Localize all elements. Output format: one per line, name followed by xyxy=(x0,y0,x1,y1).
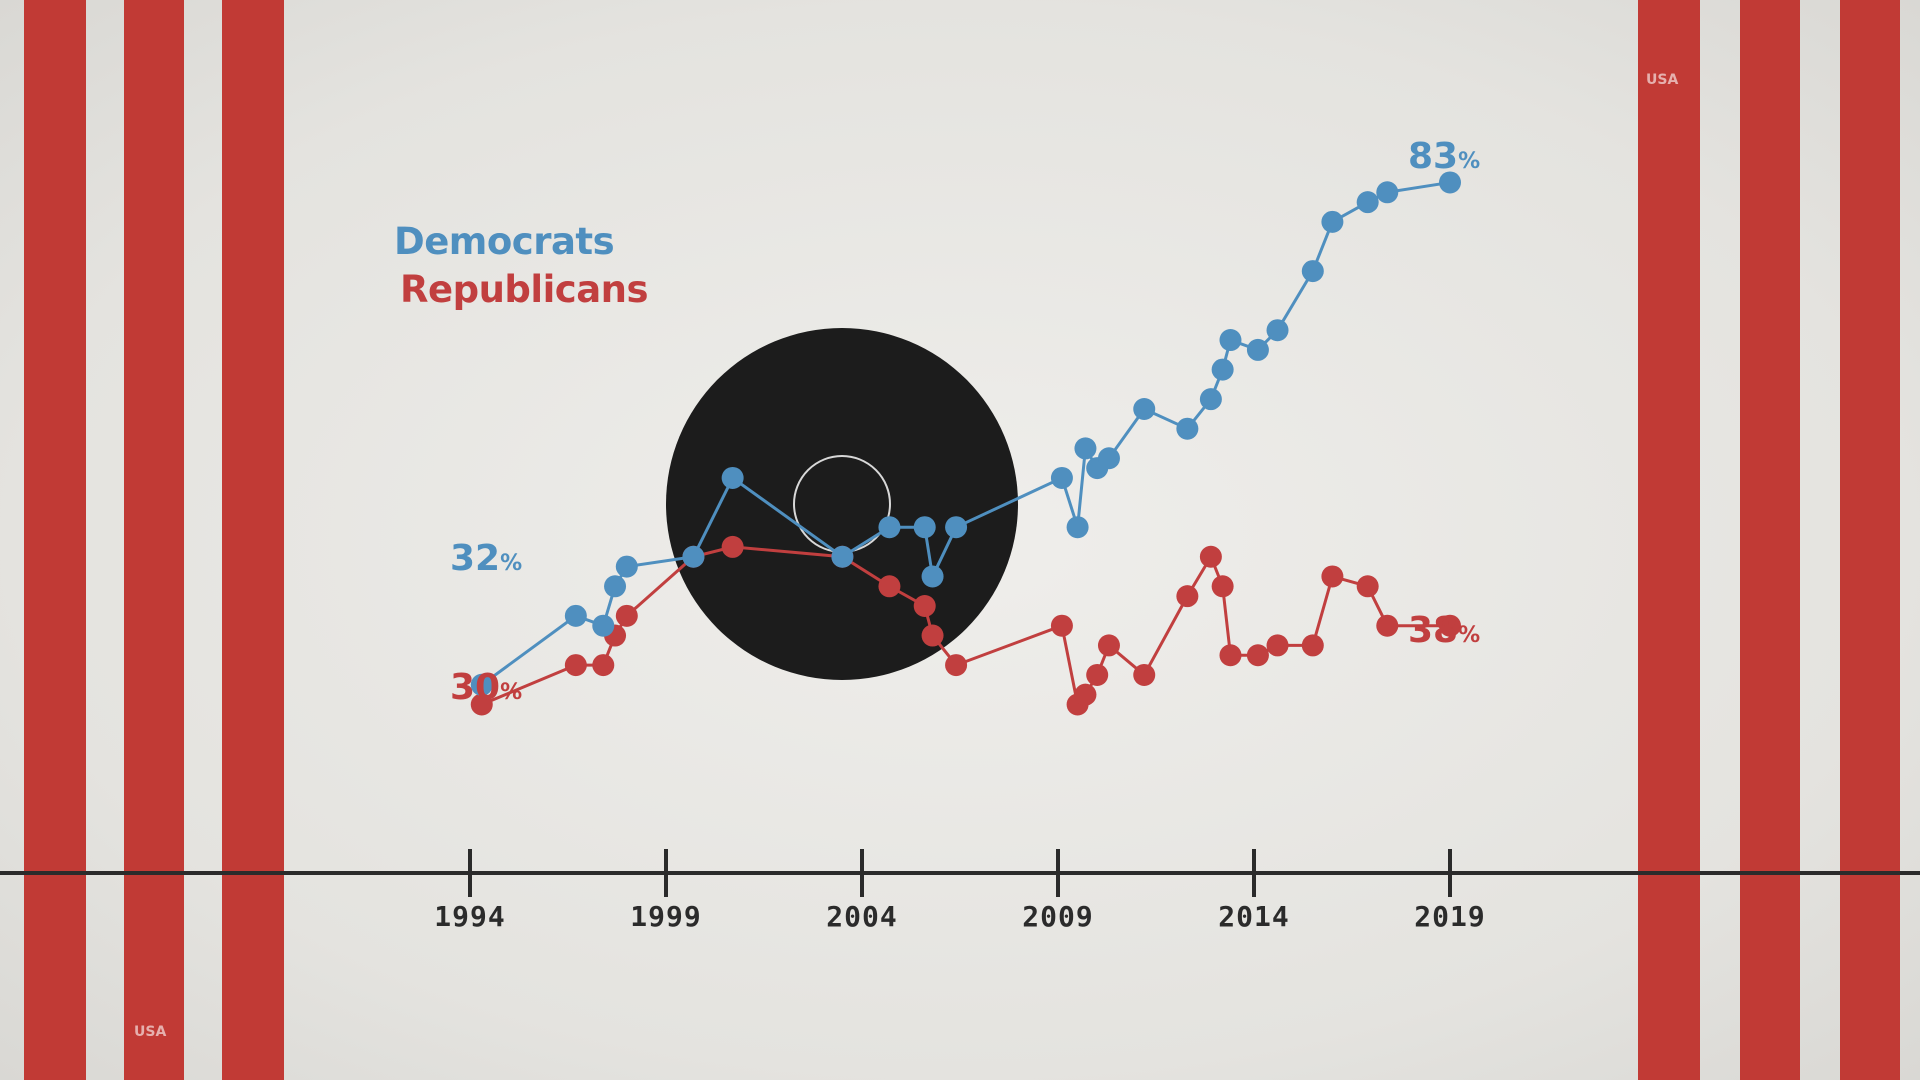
x-tick-label: 1999 xyxy=(630,900,702,933)
republicans-point xyxy=(1086,663,1109,686)
republicans-point xyxy=(1266,634,1289,657)
democrats-point xyxy=(1301,260,1324,283)
democrats-point xyxy=(615,555,638,578)
republicans-point xyxy=(470,693,493,716)
democrats-point xyxy=(1211,358,1234,381)
democrats-point xyxy=(1439,171,1461,194)
democrats-point xyxy=(1066,516,1089,539)
republicans-point xyxy=(1246,644,1269,667)
rep-start-value: 30 xyxy=(450,667,501,708)
democrats-point xyxy=(1246,338,1269,361)
democrats-point xyxy=(1097,447,1120,470)
republicans-point xyxy=(1133,663,1156,686)
series-layer xyxy=(470,171,1461,716)
republicans-point xyxy=(1219,644,1242,667)
democrats-point xyxy=(470,673,493,696)
democrats-point xyxy=(831,545,854,568)
democrats-point xyxy=(564,604,587,627)
x-tick-label: 2009 xyxy=(1022,900,1094,933)
democrats-point xyxy=(721,466,744,489)
democrats-point xyxy=(1176,417,1199,440)
democrats-point xyxy=(921,565,944,588)
left-stripe-2 xyxy=(124,0,184,1080)
center-disc xyxy=(666,328,1018,680)
democrats-point xyxy=(1356,191,1379,214)
republicans-point xyxy=(913,595,936,617)
x-tick-label: 2014 xyxy=(1218,900,1290,933)
x-tick-label: 2004 xyxy=(826,900,898,933)
dem-end-unit: % xyxy=(1458,149,1481,174)
democrats-point xyxy=(1219,329,1242,352)
republicans-point xyxy=(1050,614,1073,637)
republicans-point xyxy=(721,535,744,558)
rep-end-unit: % xyxy=(1458,623,1481,648)
x-tick-label: 1994 xyxy=(434,900,506,933)
right-stripe-3 xyxy=(1840,0,1900,1080)
democrats-point xyxy=(1133,398,1156,420)
republicans-point xyxy=(1356,575,1379,598)
legend-democrats: Democrats xyxy=(394,220,615,263)
democrats-point xyxy=(1050,466,1073,489)
democrats-point xyxy=(604,575,627,598)
democrats-point xyxy=(1199,388,1222,411)
republicans-point xyxy=(1074,683,1097,706)
republicans-point xyxy=(1211,575,1234,598)
dem-start-unit: % xyxy=(500,551,523,576)
rep-start-label: 30% xyxy=(450,667,522,708)
republicans-point xyxy=(1199,545,1222,568)
left-stripe-3 xyxy=(222,0,284,1080)
democrats-point xyxy=(592,614,615,637)
republicans-point xyxy=(564,654,587,677)
republicans-point xyxy=(878,575,901,598)
dem-start-label: 32% xyxy=(450,538,522,579)
usa-stamp-bottom: USA xyxy=(134,1024,167,1040)
dem-end-label: 83% xyxy=(1408,136,1480,177)
dem-start-value: 32 xyxy=(450,538,501,579)
right-stripe-2 xyxy=(1740,0,1800,1080)
republicans-point xyxy=(945,654,968,677)
republicans-point xyxy=(615,604,638,627)
legend-republicans: Republicans xyxy=(400,268,649,311)
left-stripe-1 xyxy=(24,0,86,1080)
republicans-point xyxy=(1439,614,1461,637)
x-tick-label: 2019 xyxy=(1414,900,1486,933)
republicans-point xyxy=(1097,634,1120,657)
rep-end-value: 38 xyxy=(1408,610,1459,651)
x-axis xyxy=(0,849,1920,897)
democrats-point xyxy=(1321,210,1344,233)
democrats-point xyxy=(1074,437,1097,460)
republicans-point xyxy=(1321,565,1344,588)
republicans-point xyxy=(921,624,944,647)
democrats-point xyxy=(945,516,968,539)
democrats-point xyxy=(913,516,936,539)
republicans-point xyxy=(1176,585,1199,608)
usa-stamp-top: USA xyxy=(1646,72,1679,88)
right-stripe-1 xyxy=(1638,0,1700,1080)
rep-end-label: 38% xyxy=(1408,610,1480,651)
democrats-point xyxy=(878,516,901,539)
republicans-point xyxy=(1376,614,1399,637)
democrats-point xyxy=(1376,181,1399,204)
rep-start-unit: % xyxy=(500,680,523,705)
democrats-point xyxy=(682,545,705,568)
republicans-point xyxy=(1301,634,1324,657)
dem-end-value: 83 xyxy=(1408,136,1459,177)
republicans-point xyxy=(592,654,615,677)
democrats-point xyxy=(1266,319,1289,342)
